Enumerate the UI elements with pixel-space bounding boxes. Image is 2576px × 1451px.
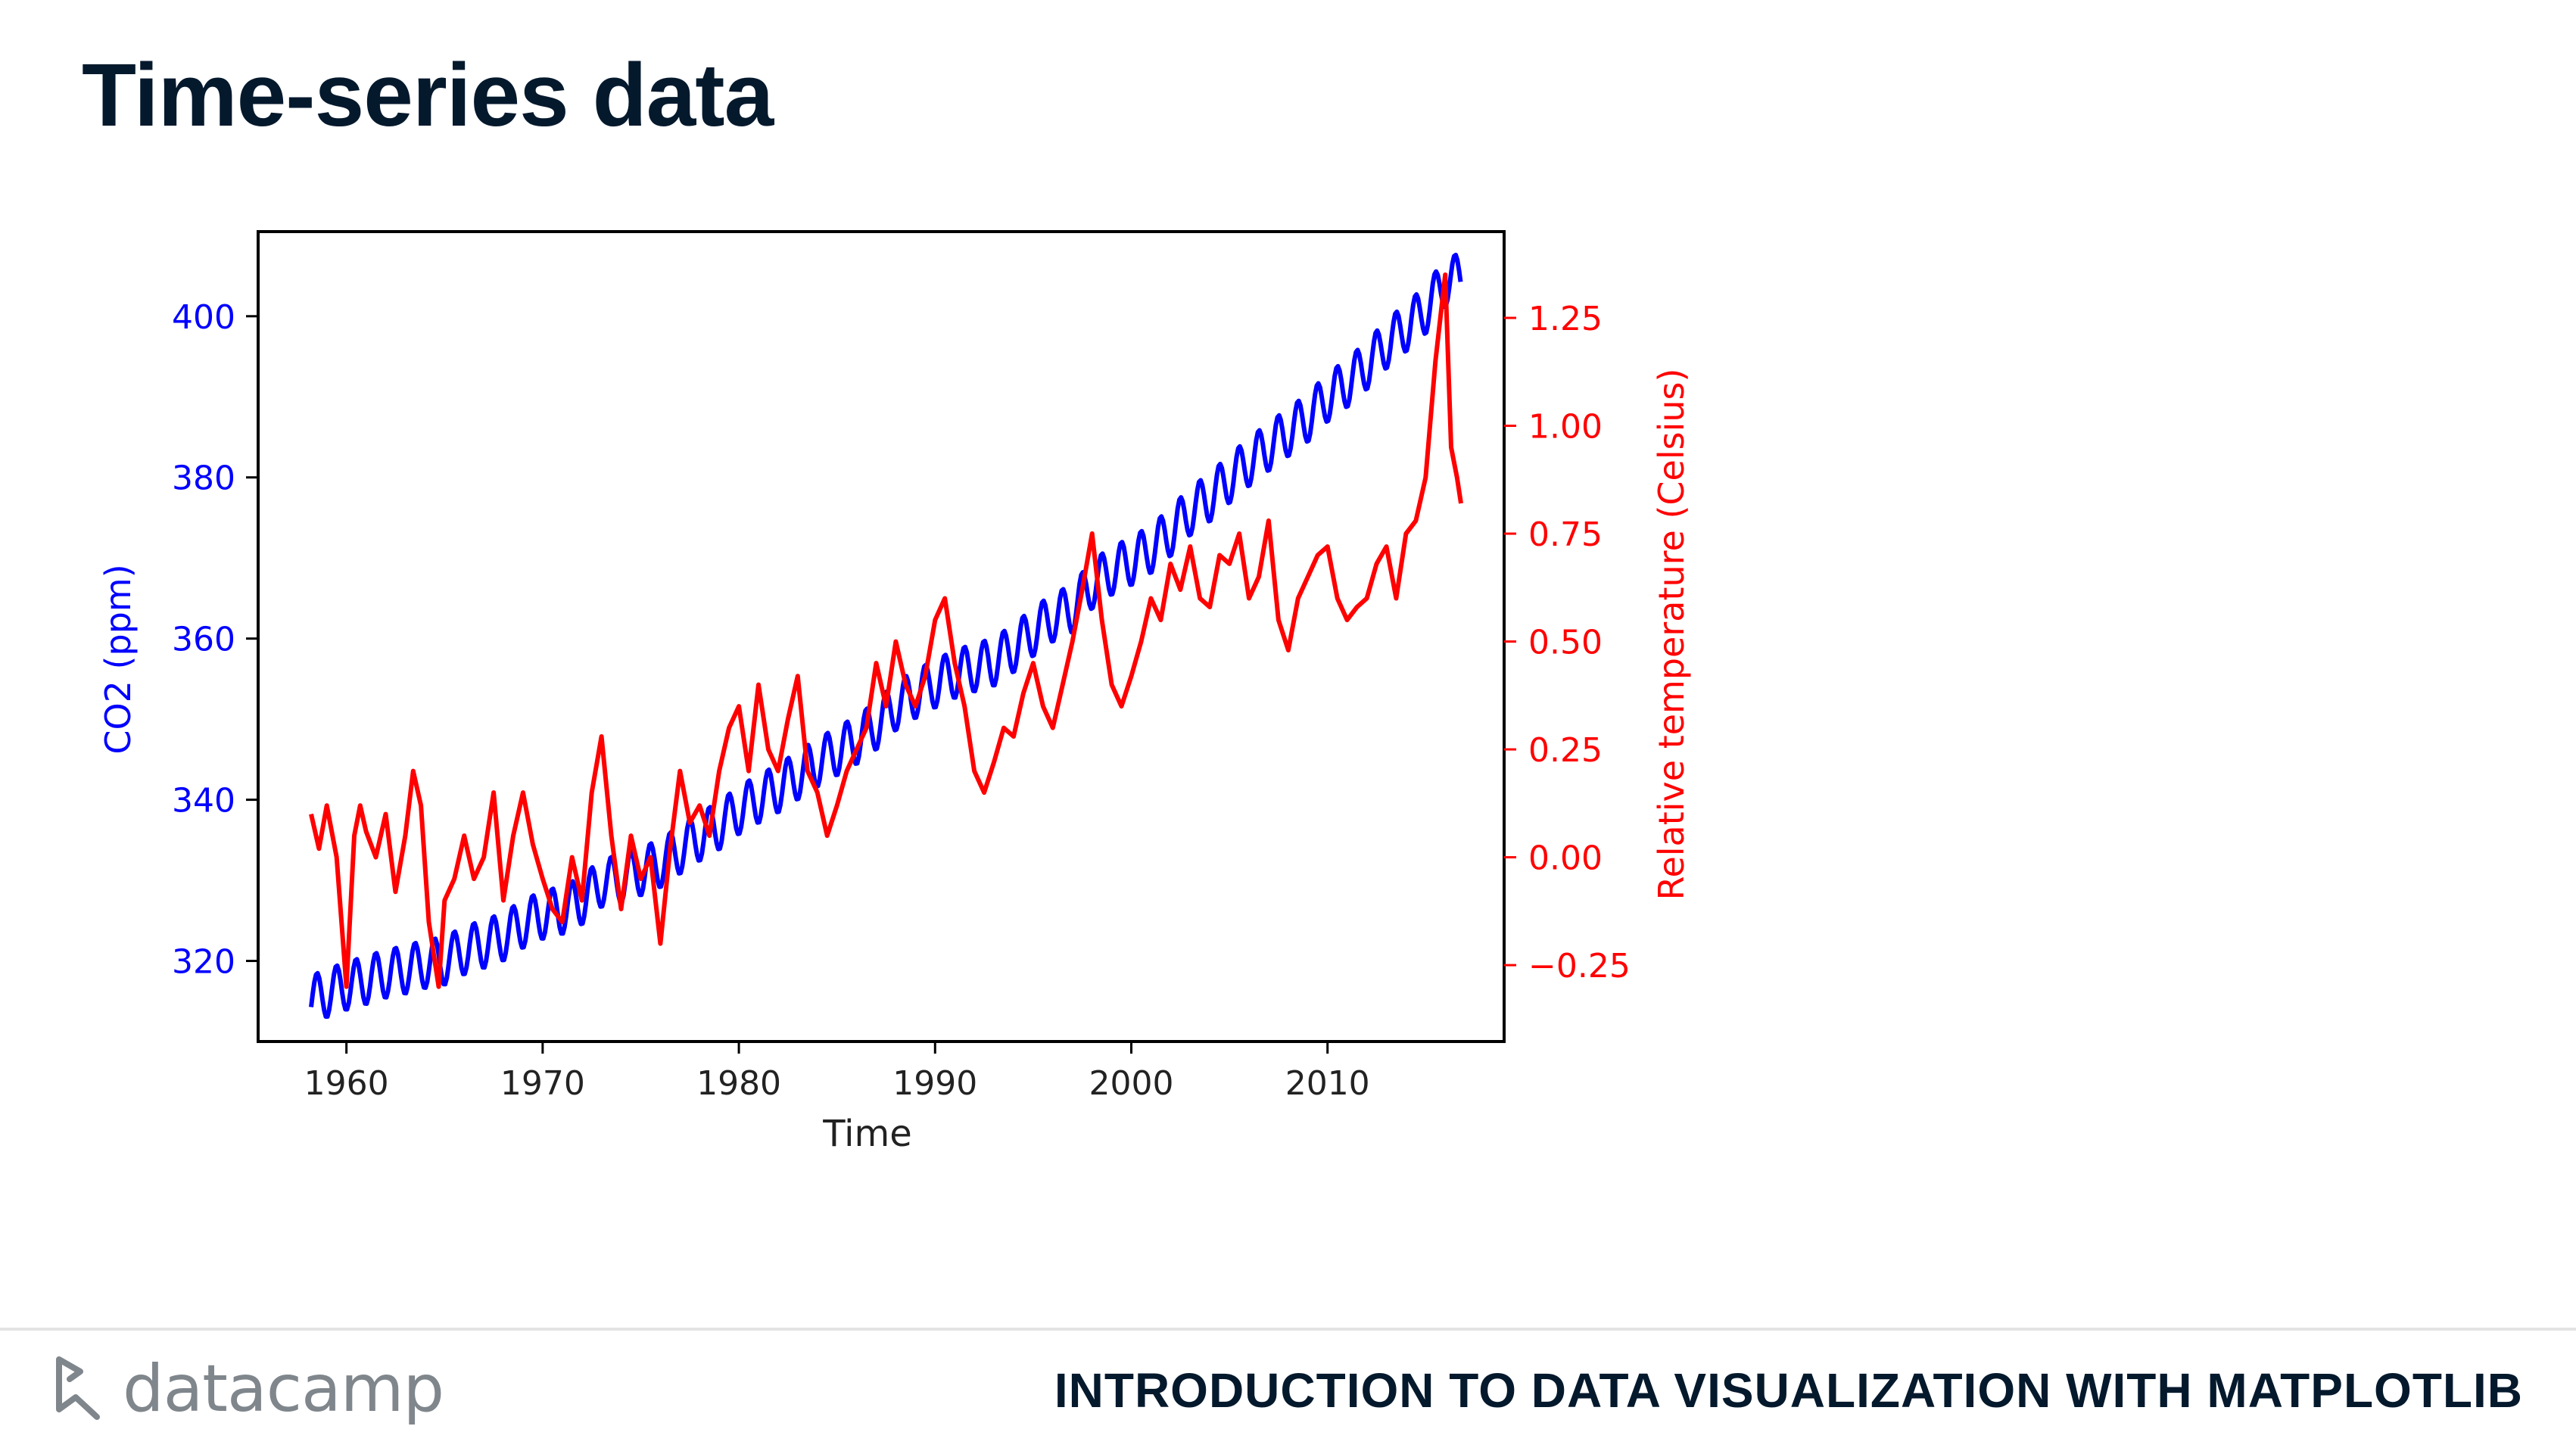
course-title: INTRODUCTION TO DATA VISUALIZATION WITH … (1054, 1363, 2523, 1418)
slide-title: Time-series data (82, 45, 774, 145)
x-tick-label: 1990 (892, 1064, 977, 1103)
right-y-tick-label: 0.25 (1528, 731, 1603, 770)
dual-axis-line-chart: 1960 1970 1980 1990 2000 2010 Time 320 340 360 380… (98, 230, 1692, 1155)
right-y-tick-label: −0.25 (1528, 947, 1631, 985)
right-y-axis-label: Relative temperature (Celsius) (1651, 369, 1692, 901)
x-axis-label: Time (822, 1113, 911, 1155)
x-tick-label: 1970 (500, 1064, 585, 1103)
brand-name: datacamp (123, 1351, 444, 1427)
x-tick-label: 2010 (1285, 1064, 1370, 1103)
series-line-right-axis (309, 272, 1463, 989)
left-y-tick-label: 340 (172, 782, 235, 820)
x-tick-label: 1980 (696, 1064, 781, 1103)
left-y-tick-label: 380 (172, 459, 235, 498)
series-line-left-axis (309, 252, 1463, 1019)
datacamp-logo: datacamp (53, 1347, 444, 1431)
right-y-tick-label: 0.75 (1528, 515, 1603, 554)
right-y-tick-label: 0.00 (1528, 839, 1603, 878)
left-y-tick-label: 320 (172, 943, 235, 982)
footer-divider (0, 1328, 2576, 1331)
x-tick-label: 1960 (304, 1064, 389, 1103)
right-y-tick-label: 1.25 (1528, 300, 1603, 338)
left-y-tick-label: 360 (172, 621, 235, 659)
left-y-tick-label: 400 (172, 298, 235, 337)
left-y-axis-label: CO2 (ppm) (98, 564, 139, 754)
datacamp-logo-icon (56, 1356, 100, 1420)
x-tick-label: 2000 (1089, 1064, 1174, 1103)
right-y-tick-label: 0.50 (1528, 624, 1603, 662)
right-y-tick-label: 1.00 (1528, 408, 1603, 447)
plot-frame (257, 230, 1506, 1043)
